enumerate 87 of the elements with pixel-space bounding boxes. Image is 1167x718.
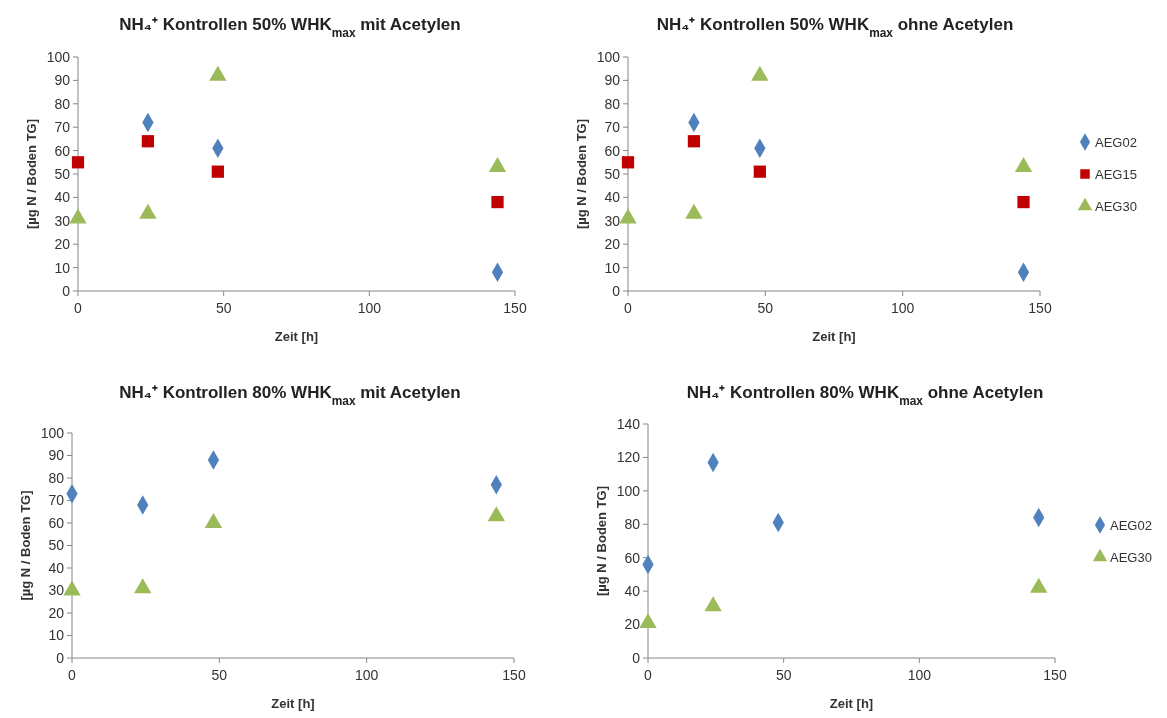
x-tick-label: 150 — [502, 667, 526, 683]
y-tick-label: 20 — [48, 604, 65, 621]
y-tick-label: 20 — [54, 236, 71, 253]
point — [63, 580, 81, 596]
y-tick-label: 70 — [54, 119, 71, 136]
point — [134, 578, 152, 594]
y-tick-label: 90 — [54, 72, 71, 89]
point — [1017, 195, 1030, 209]
x-tick-label: 100 — [354, 667, 379, 683]
y-tick-label: 30 — [48, 582, 65, 599]
chart-title: NH₄⁺ Kontrollen 80% WHK$_{max}$ ohne Acetylen — [686, 383, 1044, 408]
y-tick-label: 60 — [624, 549, 641, 566]
x-axis-title: Zeit [h] — [829, 696, 874, 711]
y-axis-title: [µg N / Boden TG] — [594, 485, 609, 597]
y-tick-label: 40 — [48, 559, 65, 576]
y-tick-label: 20 — [624, 616, 641, 633]
y-tick-label: 10 — [48, 627, 65, 644]
y-tick-label: 40 — [624, 583, 641, 600]
point — [753, 165, 766, 178]
point — [487, 506, 505, 522]
y-axis-title: [µg N / Boden TG] — [18, 490, 33, 601]
y-tick-label: 100 — [616, 482, 641, 499]
point — [621, 156, 635, 169]
y-tick-label: 140 — [616, 415, 641, 432]
y-tick-label: 100 — [46, 48, 71, 65]
legend-label: AEG02 — [1095, 134, 1137, 150]
y-tick-label: 60 — [54, 142, 71, 159]
x-tick-label: 50 — [757, 300, 774, 316]
y-tick-label: 30 — [54, 212, 71, 229]
point — [71, 156, 85, 169]
y-tick-label: 50 — [54, 165, 71, 182]
x-tick-label: 100 — [907, 667, 932, 683]
x-tick-label: 150 — [1043, 667, 1067, 683]
y-tick-label: 100 — [40, 424, 65, 441]
y-tick-label: 100 — [596, 48, 621, 65]
chart-title: NH₄⁺ Kontrollen 50% WHK$_{max}$ ohne Acetylen — [656, 15, 1014, 40]
y-tick-label: 80 — [624, 516, 641, 533]
y-tick-label: 10 — [54, 259, 71, 276]
chart-title: NH₄⁺ Kontrollen 80% WHK$_{max}$ mit Acetylen — [119, 383, 461, 408]
y-tick-label: 40 — [604, 189, 621, 206]
point — [211, 165, 224, 178]
y-tick-label: 120 — [616, 449, 641, 466]
y-axis-title: [µg N / Boden TG] — [24, 118, 39, 230]
x-tick-label: 150 — [1028, 300, 1052, 316]
x-tick-label: 50 — [775, 667, 792, 683]
y-tick-label: 50 — [48, 537, 65, 554]
chart-title: NH₄⁺ Kontrollen 50% WHK$_{max}$ mit Acetylen — [119, 15, 461, 40]
point — [141, 135, 155, 148]
x-axis-title: Zeit [h] — [271, 696, 315, 711]
x-tick-label: 0 — [74, 300, 83, 316]
point — [204, 513, 223, 528]
point — [491, 195, 504, 209]
y-tick-label: 0 — [632, 649, 641, 666]
y-tick-label: 0 — [56, 649, 65, 666]
x-axis-title: Zeit [h] — [274, 329, 319, 344]
x-tick-label: 0 — [644, 667, 653, 683]
y-tick-label: 70 — [604, 119, 621, 136]
y-tick-label: 70 — [48, 492, 65, 509]
x-tick-label: 100 — [890, 300, 915, 316]
y-tick-label: 60 — [604, 142, 621, 159]
y-tick-label: 80 — [48, 469, 65, 486]
y-axis-title: [µg N / Boden TG] — [574, 118, 589, 230]
y-tick-label: 30 — [604, 212, 621, 229]
point — [1030, 577, 1048, 593]
y-tick-label: 0 — [62, 282, 71, 299]
x-tick-label: 50 — [215, 300, 232, 316]
legend-label: AEG30 — [1110, 549, 1152, 565]
point — [687, 135, 701, 148]
x-tick-label: 50 — [211, 667, 228, 683]
y-tick-label: 90 — [48, 447, 65, 464]
y-tick-label: 80 — [604, 95, 621, 112]
x-tick-label: 100 — [357, 300, 382, 316]
y-tick-label: 0 — [612, 282, 621, 299]
x-axis-title: Zeit [h] — [812, 329, 856, 344]
y-tick-label: 60 — [48, 514, 65, 531]
y-tick-label: 40 — [54, 189, 71, 206]
y-tick-label: 10 — [604, 259, 621, 276]
y-tick-label: 20 — [604, 236, 621, 253]
legend-label: AEG02 — [1110, 517, 1152, 533]
point — [704, 596, 722, 612]
point — [639, 612, 657, 628]
y-tick-label: 80 — [54, 95, 71, 112]
y-tick-label: 90 — [604, 72, 621, 89]
y-tick-label: 50 — [604, 165, 621, 182]
legend-label: AEG30 — [1095, 198, 1137, 214]
x-tick-label: 150 — [503, 300, 527, 316]
legend-label: AEG15 — [1095, 166, 1137, 182]
